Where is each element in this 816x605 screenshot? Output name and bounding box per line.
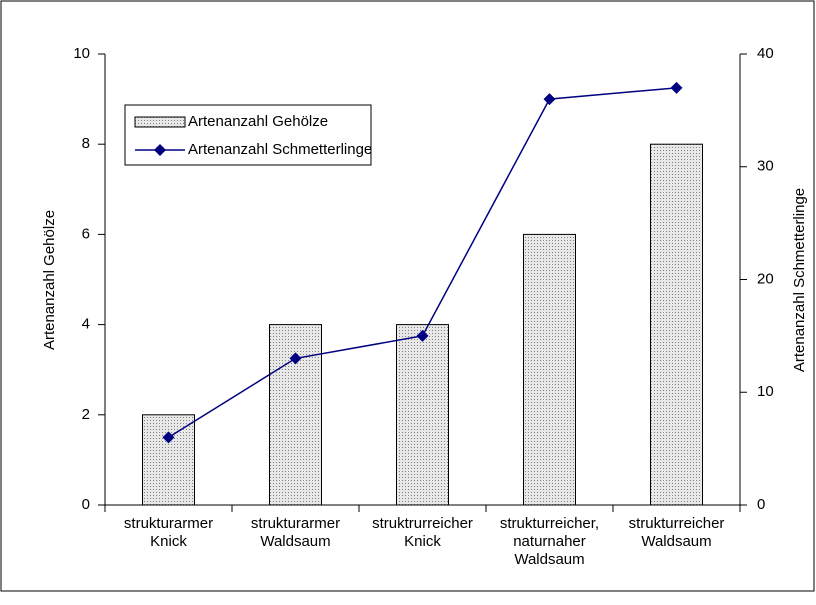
y-tick-label: 4 bbox=[82, 316, 90, 333]
x-tick-label-box: strukturreicher Waldsaum bbox=[628, 515, 725, 550]
line-marker bbox=[162, 431, 175, 444]
y2-tick-label: 0 bbox=[757, 496, 765, 513]
y-tick-label: 6 bbox=[82, 225, 90, 242]
x-tick-label-box: strukturreicher, naturnaher Waldsaum bbox=[499, 515, 600, 568]
line-marker bbox=[670, 81, 683, 94]
x-tick-label-box: strukturarmer Knick bbox=[123, 515, 214, 550]
bar bbox=[523, 233, 576, 506]
legend-swatch bbox=[134, 116, 186, 128]
y2-axis-label: Artenanzahl Schmetterlinge bbox=[791, 188, 808, 372]
bar bbox=[142, 414, 195, 506]
bar bbox=[269, 324, 322, 506]
x-tick-label: struktrurreicher Knick bbox=[372, 515, 473, 550]
y-tick-label: 0 bbox=[82, 496, 90, 513]
x-tick-label-box: strukturarmer Waldsaum bbox=[250, 515, 341, 550]
y-axis-label: Artenanzahl Gehölze bbox=[41, 210, 58, 350]
x-tick-label: strukturreicher Waldsaum bbox=[628, 515, 725, 550]
legend-label: Artenanzahl Schmetterlinge bbox=[188, 141, 372, 158]
y-tick-label: 8 bbox=[82, 135, 90, 152]
line-marker bbox=[289, 352, 302, 365]
y2-tick-label: 40 bbox=[757, 45, 774, 62]
legend-marker bbox=[154, 144, 166, 156]
legend-label: Artenanzahl Gehölze bbox=[188, 113, 328, 130]
x-tick-label: strukturreicher, naturnaher Waldsaum bbox=[499, 515, 600, 568]
line-marker bbox=[416, 329, 429, 342]
x-tick-label: strukturarmer Waldsaum bbox=[250, 515, 341, 550]
x-tick-label-box: struktrurreicher Knick bbox=[372, 515, 473, 550]
bar bbox=[396, 324, 449, 506]
chart-border bbox=[0, 0, 815, 592]
y2-tick-label: 20 bbox=[757, 270, 774, 287]
y-tick-label: 10 bbox=[73, 45, 90, 62]
y-tick-label: 2 bbox=[82, 406, 90, 423]
legend-box bbox=[124, 104, 372, 166]
line-marker bbox=[543, 93, 556, 106]
y2-tick-label: 30 bbox=[757, 158, 774, 175]
bar bbox=[650, 143, 703, 506]
x-tick-label: strukturarmer Knick bbox=[123, 515, 214, 550]
y2-tick-label: 10 bbox=[757, 383, 774, 400]
